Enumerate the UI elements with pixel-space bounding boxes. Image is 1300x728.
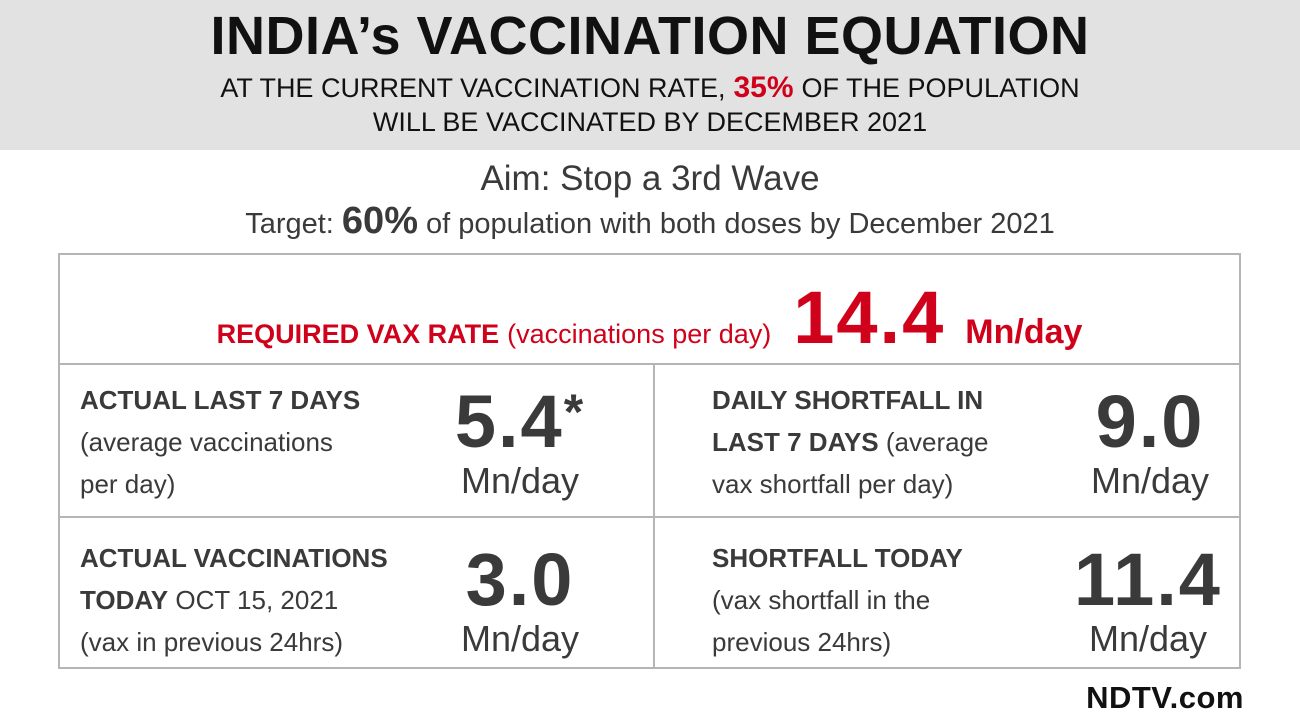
today-date: OCT 15, 2021 [175,585,339,615]
target-percent: 60% [341,200,418,242]
divider [653,363,655,669]
shortfall-today-unit: Mn/day [1088,618,1208,659]
required-rate-value: 14.4 [793,276,946,359]
today-unit: Mn/day [460,618,580,659]
shortfall-7-days-label1: DAILY SHORTFALL IN [712,385,984,415]
shortfall-7-days-label2: LAST 7 DAYS [712,427,879,457]
shortfall-7-days-unit: Mn/day [1090,460,1210,501]
actual-7-days-text: ACTUAL LAST 7 DAYS (average vaccinations… [80,379,440,505]
footnote-asterisk: * [563,384,586,440]
shortfall-today-label: SHORTFALL TODAY [712,543,963,573]
subtitle-percent: 35% [733,71,794,104]
required-rate-unit: Mn/day [965,313,1083,351]
target-post: of population with both doses by Decembe… [426,208,1055,240]
today-line2: TODAY OCT 15, 2021 [80,579,460,621]
actual-7-days-label: ACTUAL LAST 7 DAYS [80,385,361,415]
target-line: Target: 60% of population with both dose… [0,200,1300,245]
today-note: (vax in previous 24hrs) [80,627,343,657]
today-label1: ACTUAL VACCINATIONS [80,543,388,573]
divider [60,516,1239,518]
shortfall-7-days-text: DAILY SHORTFALL IN LAST 7 DAYS (average … [712,379,1052,505]
aim-heading: Aim: Stop a 3rd Wave [480,159,820,198]
required-rate-note: (vaccinations per day) [507,319,772,349]
actual-7-days-unit: Mn/day [460,460,580,501]
shortfall-7-days-note-inline: (average [885,427,989,457]
header-subtitle-line2: WILL BE VACCINATED BY DECEMBER 2021 [372,107,928,137]
shortfall-7-days-note2: vax shortfall per day) [712,469,954,499]
header-subtitle-line1: AT THE CURRENT VACCINATION RATE, 35% OF TH… [0,72,1300,104]
shortfall-today-text: SHORTFALL TODAY (vax shortfall in the pr… [712,537,1052,663]
actual-7-days-note2: per day) [80,469,176,499]
shortfall-7-days-value-block: 9.0 Mn/day [1070,383,1230,501]
actual-7-days-value: 5.4 [454,380,564,463]
today-value: 3.0 [465,538,575,621]
page-title: INDIA’s VACCINATION EQUATION [210,6,1090,66]
required-rate-label: REQUIRED VAX RATE [216,319,500,349]
divider [60,363,1239,365]
stats-table: REQUIRED VAX RATE (vaccinations per day)… [58,253,1241,669]
shortfall-today-value: 11.4 [1074,538,1222,621]
shortfall-today-note1: (vax shortfall in the [712,585,931,615]
today-value-block: 3.0 Mn/day [440,541,600,659]
subtitle-pre: AT THE CURRENT VACCINATION RATE, [220,73,726,103]
today-label2: TODAY [80,585,169,615]
shortfall-today-note2: previous 24hrs) [712,627,892,657]
shortfall-today-value-block: 11.4 Mn/day [1058,541,1238,659]
required-rate-row: REQUIRED VAX RATE (vaccinations per day)… [60,269,1239,365]
subtitle-post: OF THE POPULATION [801,73,1080,103]
actual-7-days-value-block: 5.4* Mn/day [440,383,600,501]
actual-7-days-note1: (average vaccinations [80,427,333,457]
header-banner: INDIA’s VACCINATION EQUATION AT THE CURR… [0,0,1300,150]
shortfall-7-days-line2: LAST 7 DAYS (average [712,421,1052,463]
shortfall-7-days-value: 9.0 [1095,380,1205,463]
actual-7-days-value-line: 5.4* [440,383,600,461]
today-text: ACTUAL VACCINATIONS TODAY OCT 15, 2021 (… [80,537,460,663]
target-pre: Target: [245,208,334,240]
ndtv-logo: NDTV.com [1086,680,1244,715]
